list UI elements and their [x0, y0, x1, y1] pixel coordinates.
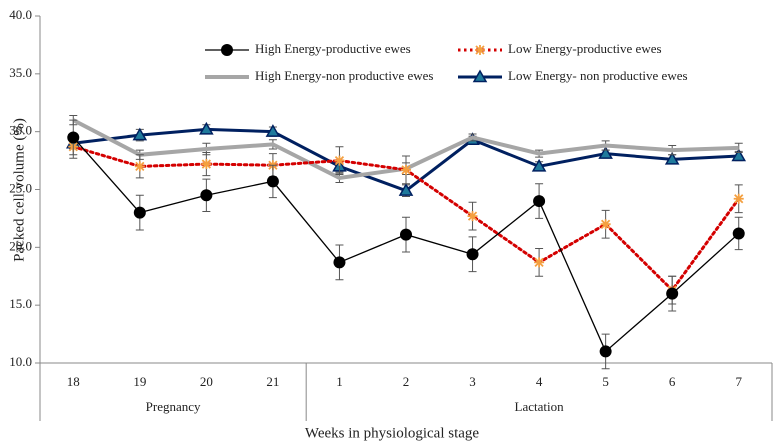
legend-entry: High Energy-non productive ewes: [205, 68, 433, 83]
x-tick-label: 2: [403, 374, 410, 389]
x-axis-title: Weeks in physiological stage: [305, 425, 480, 441]
marker: [733, 193, 744, 204]
x-tick-label: 3: [469, 374, 476, 389]
x-tick-label: 1: [336, 374, 343, 389]
marker: [67, 131, 80, 144]
marker: [534, 257, 545, 268]
series: [65, 121, 747, 197]
marker: [731, 148, 747, 162]
marker: [472, 69, 488, 83]
x-tick-label: 19: [133, 374, 146, 389]
marker: [531, 158, 547, 172]
y-tick-label: 20.0: [9, 238, 32, 253]
y-tick-label: 25.0: [9, 180, 32, 195]
y-axis-title: Packed cell volume (%): [11, 118, 27, 262]
marker: [475, 45, 485, 55]
marker: [265, 124, 281, 137]
group-label: Lactation: [515, 399, 565, 414]
marker: [200, 189, 213, 202]
marker: [133, 206, 146, 219]
marker: [334, 155, 345, 166]
marker: [398, 183, 414, 196]
marker: [599, 345, 612, 358]
y-tick-label: 35.0: [9, 65, 32, 80]
marker: [199, 121, 214, 135]
x-tick-label: 5: [602, 374, 609, 389]
marker: [266, 175, 279, 188]
legend-entry: Low Energy-productive ewes: [458, 41, 662, 56]
series: [67, 119, 745, 370]
marker: [732, 227, 745, 240]
y-tick-label: 40.0: [9, 7, 32, 22]
marker: [533, 195, 546, 208]
marker: [600, 219, 611, 230]
x-tick-label: 18: [67, 374, 80, 389]
marker: [400, 228, 412, 241]
x-tick-label: 6: [669, 374, 676, 389]
marker: [221, 44, 233, 56]
marker: [134, 161, 145, 172]
legend-label: Low Energy- non productive ewes: [508, 68, 688, 83]
legend-label: High Energy-productive ewes: [255, 41, 411, 56]
marker: [333, 256, 346, 269]
marker: [467, 211, 478, 222]
legend-entry: Low Energy- non productive ewes: [458, 68, 688, 83]
y-tick-label: 30.0: [9, 123, 32, 138]
y-tick-label: 15.0: [9, 296, 32, 311]
marker: [132, 127, 148, 141]
y-tick-label: 10.0: [9, 354, 32, 369]
group-label: Pregnancy: [146, 399, 201, 414]
x-tick-label: 4: [536, 374, 543, 389]
legend-label: High Energy-non productive ewes: [255, 68, 433, 83]
marker: [664, 151, 680, 165]
marker: [401, 164, 411, 175]
legend-entry: High Energy-productive ewes: [205, 41, 411, 56]
marker: [201, 159, 212, 170]
marker: [466, 248, 479, 261]
x-tick-label: 20: [200, 374, 213, 389]
marker: [598, 146, 613, 159]
x-tick-label: 7: [735, 374, 742, 389]
marker: [666, 287, 679, 300]
x-tick-label: 21: [266, 374, 279, 389]
legend-label: Low Energy-productive ewes: [508, 41, 662, 56]
